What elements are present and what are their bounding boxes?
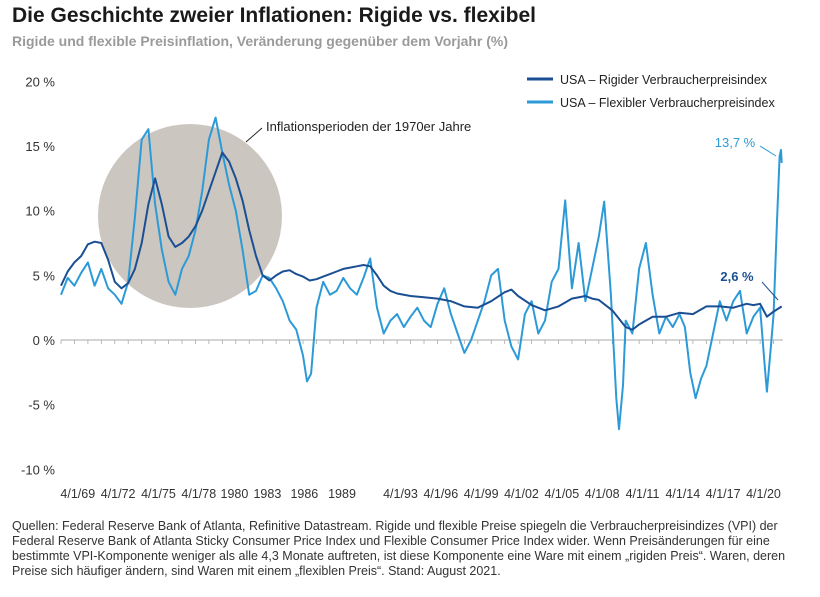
y-tick-label: -10 % bbox=[21, 462, 55, 477]
x-tick-label: 4/1/75 bbox=[141, 487, 176, 501]
x-tick-label: 4/1/99 bbox=[464, 487, 499, 501]
x-tick-label: 1980 bbox=[221, 487, 249, 501]
x-tick-label: 4/1/78 bbox=[181, 487, 216, 501]
x-tick-label: 4/1/17 bbox=[706, 487, 741, 501]
x-tick-label: 4/1/69 bbox=[60, 487, 95, 501]
annotation-flexible-value: 13,7 % bbox=[715, 135, 756, 150]
annotation-leader-1970s bbox=[245, 127, 263, 143]
x-tick-label: 4/1/02 bbox=[504, 487, 539, 501]
y-tick-label: 20 % bbox=[25, 74, 55, 89]
annotation-1970s-label: Inflationsperioden der 1970er Jahre bbox=[266, 119, 471, 134]
x-tick-label: 4/1/14 bbox=[665, 487, 700, 501]
source-footnote: Quellen: Federal Reserve Bank of Atlanta… bbox=[12, 519, 786, 578]
y-tick-label: 0 % bbox=[33, 333, 56, 348]
x-tick-label: 1986 bbox=[290, 487, 318, 501]
x-tick-label: 4/1/11 bbox=[626, 487, 660, 501]
legend-label: USA – Flexibler Verbraucherpreisindex bbox=[560, 96, 775, 110]
x-tick-label: 4/1/05 bbox=[544, 487, 579, 501]
x-tick-label: 4/1/72 bbox=[101, 487, 136, 501]
x-tick-label: 1983 bbox=[253, 487, 281, 501]
annotation-flexible-leader bbox=[759, 145, 777, 157]
x-tick-label: 4/1/08 bbox=[585, 487, 620, 501]
chart-subtitle: Rigide und flexible Preisinflation, Verä… bbox=[12, 33, 509, 49]
series-line-flexible bbox=[60, 116, 783, 431]
series-line-rigid bbox=[60, 151, 783, 331]
inflation-1970s-highlight bbox=[98, 124, 282, 308]
x-tick-label: 4/1/93 bbox=[383, 487, 418, 501]
x-tick-label: 4/1/96 bbox=[423, 487, 458, 501]
chart-title: Die Geschichte zweier Inflationen: Rigid… bbox=[12, 4, 536, 27]
y-tick-label: 15 % bbox=[25, 139, 55, 154]
annotation-rigid-leader bbox=[761, 281, 779, 301]
annotation-rigid-value: 2,6 % bbox=[720, 269, 754, 284]
legend-label: USA – Rigider Verbraucherpreisindex bbox=[560, 73, 768, 87]
y-tick-label: 5 % bbox=[33, 268, 56, 283]
y-tick-label: 10 % bbox=[25, 204, 55, 219]
x-tick-label: 1989 bbox=[328, 487, 356, 501]
x-tick-label: 4/1/20 bbox=[746, 487, 781, 501]
y-tick-label: -5 % bbox=[28, 398, 55, 413]
